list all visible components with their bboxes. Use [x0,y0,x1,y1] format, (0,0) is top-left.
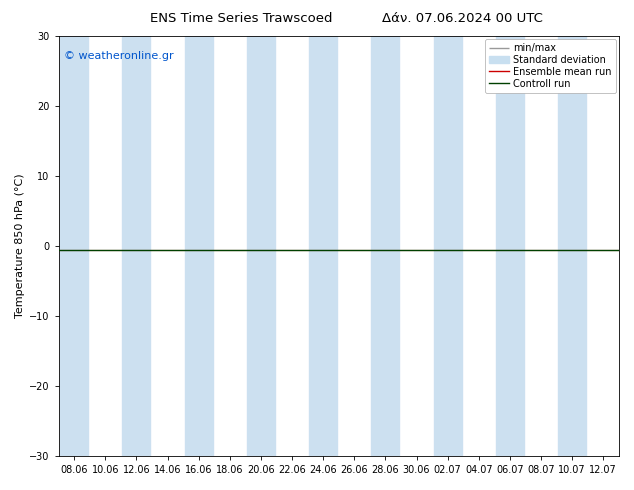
Bar [496,36,524,456]
Y-axis label: Temperature 850 hPa (°C): Temperature 850 hPa (°C) [15,174,25,318]
Text: ENS Time Series Trawscoed: ENS Time Series Trawscoed [150,12,332,25]
Legend: min/max, Standard deviation, Ensemble mean run, Controll run: min/max, Standard deviation, Ensemble me… [485,39,616,93]
Bar [184,36,213,456]
Text: © weatheronline.gr: © weatheronline.gr [64,51,174,61]
Bar [309,36,337,456]
Text: Δάν. 07.06.2024 00 UTC: Δάν. 07.06.2024 00 UTC [382,12,543,25]
Bar [558,36,586,456]
Bar [247,36,275,456]
Bar [122,36,150,456]
Bar [434,36,462,456]
Bar [60,36,88,456]
Bar [372,36,399,456]
